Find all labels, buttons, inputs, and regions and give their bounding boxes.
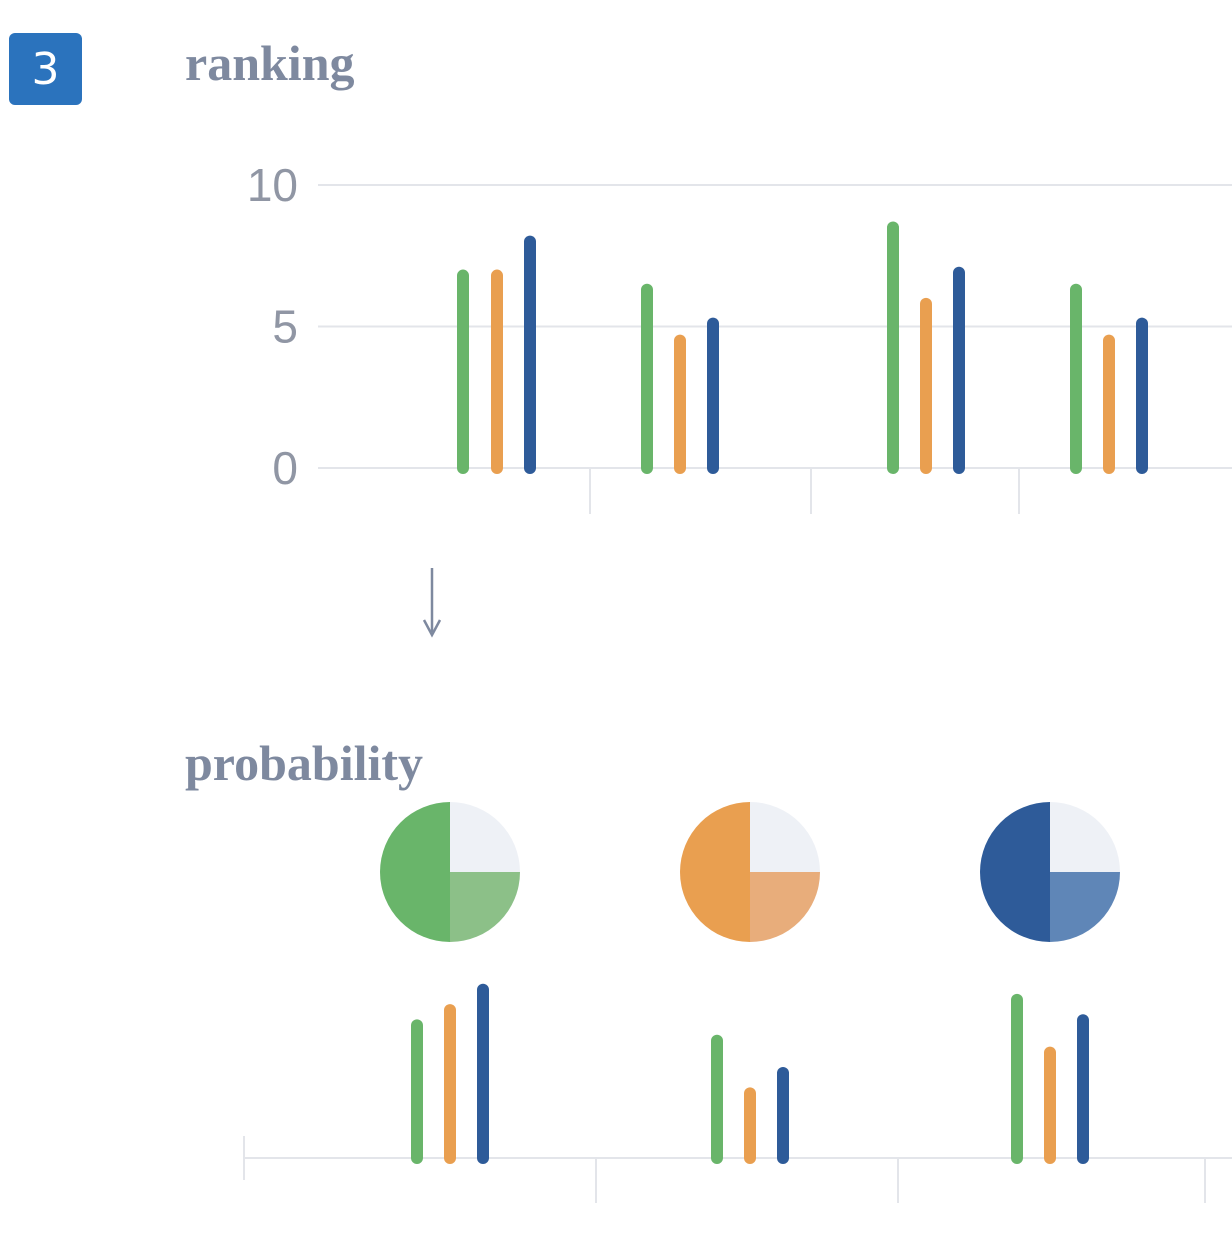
pie-3-slice-1 (980, 802, 1050, 942)
probability-title: probability (185, 735, 424, 791)
ranking-chart: 0 5 10 (247, 159, 1232, 514)
step-number: 3 (31, 43, 60, 95)
probability-pies (380, 802, 1120, 942)
pie-2-slice-1 (680, 802, 750, 942)
pie-1-slice-3 (450, 802, 520, 872)
down-arrow-icon (422, 568, 442, 638)
arrow-head (422, 619, 442, 638)
probability-bar-chart (243, 983, 1232, 1203)
y-tick-label: 10 (247, 159, 298, 211)
pie-1-slice-1 (380, 802, 450, 942)
y-tick-label: 5 (272, 301, 298, 353)
pie-2-slice-3 (750, 802, 820, 872)
ranking-title: ranking (185, 35, 355, 91)
y-tick-label: 0 (272, 442, 298, 494)
pie-1-slice-2 (450, 872, 520, 942)
pie-3-slice-2 (1050, 872, 1120, 942)
step-badge: 3 (9, 33, 82, 105)
pie-2-slice-2 (750, 872, 820, 942)
pie-3-slice-3 (1050, 802, 1120, 872)
